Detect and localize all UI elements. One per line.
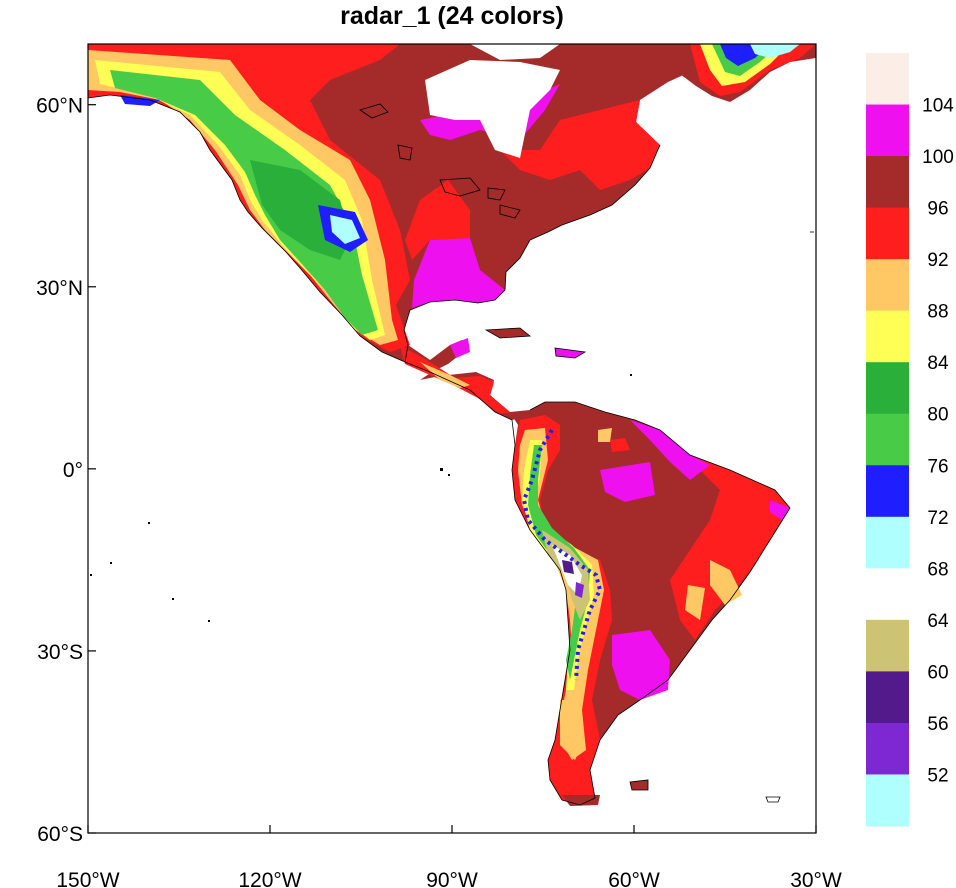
- coastlines: [88, 94, 814, 806]
- pacific-islets: [90, 374, 632, 622]
- lat-tick-label: 0°: [63, 459, 83, 482]
- colorbar-label: 84: [927, 353, 949, 374]
- colorbar-label: 100: [922, 147, 954, 168]
- colorbar-box: [866, 516, 909, 569]
- colorbar-label: 88: [927, 302, 948, 323]
- colorbar-box: [866, 259, 909, 312]
- colorbar-box: [866, 619, 909, 672]
- colorbar-box: [866, 104, 909, 157]
- colorbar-label: 52: [927, 765, 948, 786]
- colorbar-label: 96: [927, 199, 948, 220]
- colorbar-box: [866, 774, 909, 827]
- colorbar-box: [866, 465, 909, 518]
- lat-tick-label: 60°S: [37, 823, 83, 846]
- colorbar-box: [866, 722, 909, 775]
- lon-tick-label: 60°W: [608, 869, 660, 888]
- lat-tick-label: 60°N: [36, 95, 83, 118]
- land-fill: [88, 44, 816, 806]
- colorbar-box: [866, 207, 909, 260]
- lon-tick-label: 150°W: [56, 869, 119, 888]
- lon-tick-label: 90°W: [426, 869, 478, 888]
- colorbar-label: 56: [927, 714, 948, 735]
- colorbar-box: [866, 156, 909, 209]
- lat-tick-label: 30°S: [37, 641, 83, 664]
- colorbar-label: 72: [927, 508, 948, 529]
- colorbar-label: 68: [927, 559, 948, 580]
- colorbar-label: 60: [927, 662, 948, 683]
- axis-ticks: 150°W 120°W 90°W 60°W 30°W 60°N 30°N 0° 30°S 60°S: [36, 95, 842, 888]
- colorbar-box: [866, 671, 909, 724]
- lat-tick-label: 30°N: [36, 277, 83, 300]
- colorbar-label: 92: [927, 250, 948, 271]
- colorbar-box: [866, 362, 909, 415]
- colorbar-label: 64: [927, 611, 949, 632]
- map-title: radar_1 (24 colors): [340, 2, 564, 30]
- colorbar-label: 80: [927, 405, 948, 426]
- colorbar-label: 104: [922, 96, 954, 117]
- colorbar-box: [866, 53, 909, 106]
- colorbar-label: 76: [927, 456, 948, 477]
- lon-tick-label: 120°W: [238, 869, 301, 888]
- colorbar-box: [866, 413, 909, 466]
- colorbar: 104 100 96 92 88 84 80 76 72 68 64 60 56 52: [866, 53, 954, 827]
- lon-tick-label: 30°W: [790, 869, 842, 888]
- colorbar-box: [866, 310, 909, 363]
- colorbar-box: [866, 568, 909, 621]
